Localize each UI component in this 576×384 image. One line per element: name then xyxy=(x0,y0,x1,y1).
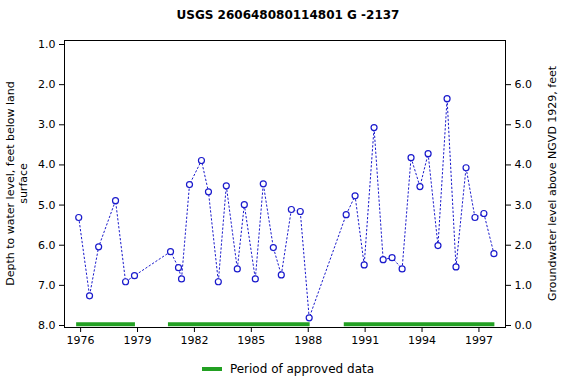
svg-text:5.0: 5.0 xyxy=(38,199,56,212)
svg-text:1976: 1976 xyxy=(67,334,95,347)
svg-text:3.0: 3.0 xyxy=(38,118,56,131)
svg-text:4.0: 4.0 xyxy=(38,158,56,171)
svg-text:4.0: 4.0 xyxy=(515,158,533,171)
svg-text:1979: 1979 xyxy=(124,334,152,347)
svg-text:6.0: 6.0 xyxy=(38,239,56,252)
svg-text:1982: 1982 xyxy=(180,334,208,347)
svg-text:0.0: 0.0 xyxy=(515,319,533,332)
svg-text:7.0: 7.0 xyxy=(38,279,56,292)
svg-text:3.0: 3.0 xyxy=(515,199,533,212)
svg-text:1985: 1985 xyxy=(237,334,265,347)
svg-text:6.0: 6.0 xyxy=(515,78,533,91)
svg-text:Depth to water level, feet bel: Depth to water level, feet below landsur… xyxy=(4,81,30,286)
svg-text:5.0: 5.0 xyxy=(515,118,533,131)
svg-text:1.0: 1.0 xyxy=(515,279,533,292)
svg-text:1997: 1997 xyxy=(465,334,493,347)
svg-text:2.0: 2.0 xyxy=(38,78,56,91)
svg-text:1.0: 1.0 xyxy=(38,38,56,51)
html-text:USGS 260648080114801 G -2137: USGS 260648080114801 G -2137 xyxy=(176,8,400,22)
svg-text:8.0: 8.0 xyxy=(38,319,56,332)
svg-text:1988: 1988 xyxy=(294,334,322,347)
svg-text:1991: 1991 xyxy=(351,334,379,347)
svg-text:Groundwater level above NGVD 1: Groundwater level above NGVD 1929, feet xyxy=(546,65,559,301)
svg-text:1994: 1994 xyxy=(408,334,436,347)
svg-text:2.0: 2.0 xyxy=(515,239,533,252)
html-text:Period of approved data: Period of approved data xyxy=(229,362,375,376)
